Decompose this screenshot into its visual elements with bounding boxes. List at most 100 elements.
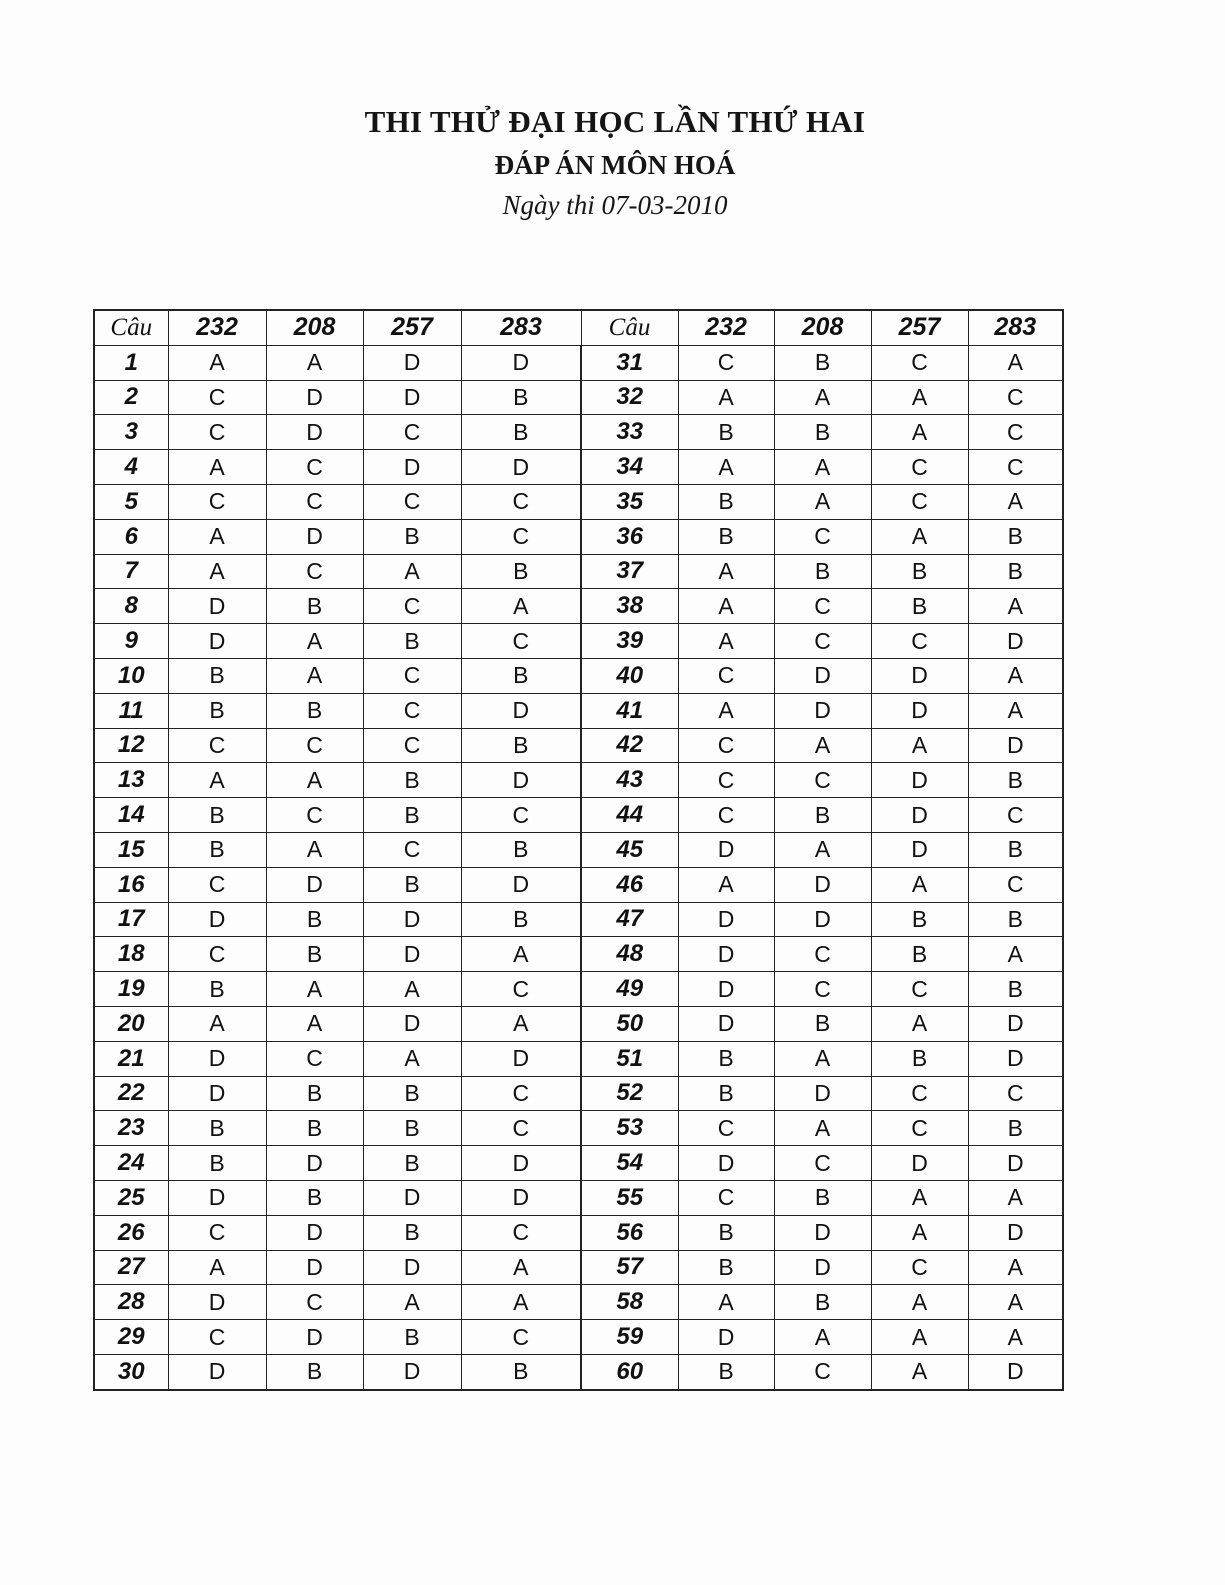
- answer-cell: C: [265, 483, 364, 520]
- answer-cell: A: [362, 1040, 462, 1077]
- answer-cell: A: [677, 449, 775, 485]
- answer-cell: B: [870, 588, 969, 625]
- table-row: 8 D B C A 38 A C B A: [93, 588, 1064, 625]
- answer-cell: D: [773, 1249, 872, 1286]
- header-code-283: 283: [460, 309, 582, 346]
- answer-cell: C: [167, 727, 267, 764]
- question-number: 6: [93, 518, 169, 555]
- answer-cell: B: [677, 1249, 775, 1286]
- answer-cell: C: [167, 1214, 267, 1251]
- answer-cell: D: [460, 1040, 582, 1077]
- answer-cell: A: [460, 1284, 582, 1321]
- answer-cell: C: [773, 936, 872, 973]
- answer-cell: B: [870, 901, 969, 938]
- answer-cell: D: [967, 1145, 1064, 1181]
- answer-cell: B: [870, 1040, 969, 1077]
- answer-cell: C: [967, 379, 1064, 416]
- header-code-208: 208: [265, 309, 364, 346]
- answer-cell: C: [167, 483, 267, 520]
- answer-cell: B: [362, 1319, 462, 1355]
- answer-cell: B: [773, 1005, 872, 1042]
- answer-cell: B: [677, 483, 775, 520]
- question-number: 40: [580, 657, 679, 694]
- table-row: 25 D B D D 55 C B A A: [93, 1179, 1064, 1216]
- answer-cell: D: [773, 901, 872, 938]
- answer-key-subtitle: ĐÁP ÁN MÔN HOÁ: [494, 150, 736, 180]
- answer-cell: C: [870, 1249, 969, 1286]
- answer-cell: C: [362, 657, 462, 694]
- answer-cell: C: [773, 518, 872, 555]
- answer-cell: A: [265, 831, 364, 868]
- question-number: 55: [580, 1179, 679, 1216]
- answer-cell: B: [773, 414, 872, 451]
- answer-cell: D: [167, 1284, 267, 1321]
- answer-cell: C: [967, 1075, 1064, 1112]
- answer-cell: B: [870, 936, 969, 973]
- header-code-232: 232: [677, 309, 775, 346]
- answer-cell: D: [967, 1005, 1064, 1042]
- answer-cell: D: [362, 1249, 462, 1286]
- answer-cell: D: [167, 1179, 267, 1216]
- question-number: 53: [580, 1110, 679, 1147]
- answer-cell: A: [773, 1040, 872, 1077]
- answer-cell: B: [460, 901, 582, 938]
- question-number: 7: [93, 553, 169, 590]
- answer-cell: A: [870, 1179, 969, 1216]
- answer-cell: B: [677, 414, 775, 451]
- question-number: 29: [93, 1319, 169, 1355]
- answer-cell: B: [362, 1214, 462, 1251]
- answer-cell: D: [967, 1040, 1064, 1077]
- answer-table: Câu 232 208 257 283 Câu 232 208 257 283 …: [93, 309, 1064, 1391]
- question-number: 30: [93, 1353, 169, 1391]
- question-number: 25: [93, 1179, 169, 1216]
- answer-cell: A: [677, 379, 775, 416]
- answer-cell: A: [773, 449, 872, 485]
- answer-cell: B: [265, 1075, 364, 1112]
- answer-cell: C: [460, 1319, 582, 1355]
- answer-cell: D: [870, 1145, 969, 1181]
- question-number: 8: [93, 588, 169, 625]
- answer-cell: A: [460, 1249, 582, 1286]
- question-number: 22: [93, 1075, 169, 1112]
- question-number: 34: [580, 449, 679, 485]
- answer-cell: D: [265, 414, 364, 451]
- answer-cell: A: [167, 1005, 267, 1042]
- answer-cell: B: [167, 971, 267, 1007]
- table-row: 7 A C A B 37 A B B B: [93, 553, 1064, 590]
- answer-cell: C: [967, 866, 1064, 903]
- table-row: 9 D A B C 39 A C C D: [93, 623, 1064, 659]
- answer-cell: C: [362, 831, 462, 868]
- answer-cell: C: [773, 1353, 872, 1391]
- answer-cell: C: [167, 414, 267, 451]
- answer-cell: A: [265, 344, 364, 381]
- answer-cell: D: [677, 831, 775, 868]
- answer-cell: D: [265, 1214, 364, 1251]
- answer-cell: D: [167, 1040, 267, 1077]
- answer-cell: C: [460, 797, 582, 833]
- table-row: 18 C B D A 48 D C B A: [93, 936, 1064, 973]
- answer-cell: C: [362, 692, 462, 729]
- exam-date: Ngày thi 07-03-2010: [502, 190, 728, 220]
- answer-cell: A: [265, 971, 364, 1007]
- answer-cell: B: [460, 1353, 582, 1391]
- answer-cell: D: [870, 692, 969, 729]
- answer-cell: C: [967, 414, 1064, 451]
- answer-cell: A: [870, 1005, 969, 1042]
- answer-cell: B: [460, 414, 582, 451]
- question-number: 38: [580, 588, 679, 625]
- answer-cell: D: [677, 1145, 775, 1181]
- answer-cell: B: [265, 901, 364, 938]
- answer-cell: D: [265, 518, 364, 555]
- answer-cell: A: [460, 1005, 582, 1042]
- answer-cell: B: [460, 831, 582, 868]
- answer-cell: D: [460, 866, 582, 903]
- answer-cell: C: [677, 762, 775, 799]
- answer-cell: B: [167, 1110, 267, 1147]
- answer-cell: A: [870, 1214, 969, 1251]
- table-row: 6 A D B C 36 B C A B: [93, 518, 1064, 555]
- answer-cell: C: [362, 483, 462, 520]
- answer-cell: A: [362, 1284, 462, 1321]
- answer-cell: A: [967, 1249, 1064, 1286]
- answer-cell: B: [362, 518, 462, 555]
- answer-cell: D: [362, 1353, 462, 1391]
